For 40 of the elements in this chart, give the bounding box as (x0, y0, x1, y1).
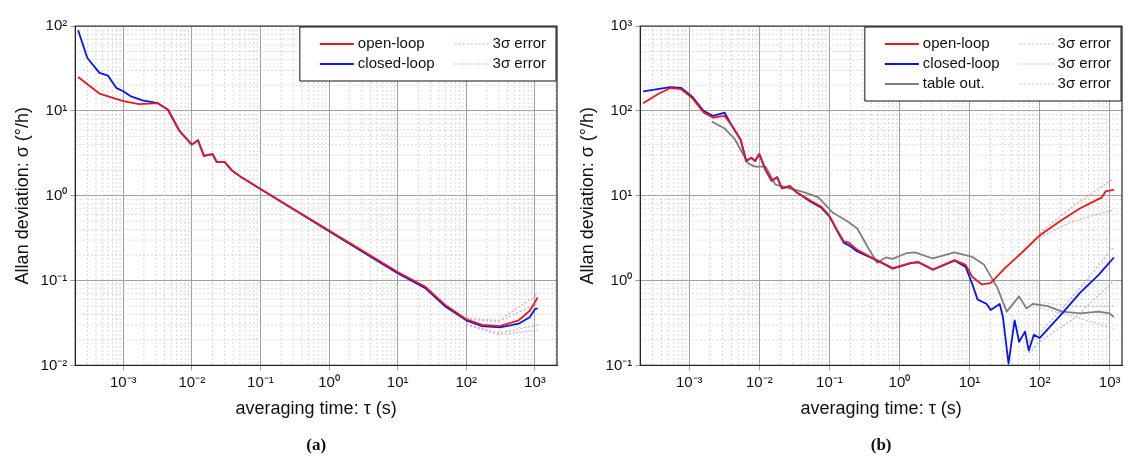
x-tick-label: 10⁻³ (675, 372, 703, 390)
legend-label: 3σ error (492, 34, 546, 52)
y-tick-label: 10² (45, 16, 68, 34)
legend-label: 3σ error (492, 54, 546, 72)
legend-label: closed-loop (922, 54, 1000, 72)
y-tick-label: 10⁻¹ (40, 270, 68, 288)
y-tick-label: 10⁰ (610, 270, 633, 288)
x-tick-label: 10⁻¹ (816, 372, 843, 390)
x-tick-label: 10³ (524, 372, 546, 390)
legend-label: open-loop (922, 34, 990, 52)
x-tick-label: 10⁻² (178, 372, 206, 390)
x-tick-label: 10⁰ (888, 372, 911, 390)
legend-label: open-loop (357, 34, 425, 52)
legend-label: closed-loop (357, 54, 435, 72)
x-tick-label: 10⁻¹ (247, 372, 274, 390)
legend-label: 3σ error (1057, 34, 1111, 52)
legend-label: 3σ error (1057, 74, 1111, 92)
y-axis-title: Allan deviation: σ (°/h) (576, 107, 597, 285)
x-tick-label: 10⁻² (745, 372, 773, 390)
y-tick-label: 10¹ (610, 185, 633, 203)
x-tick-label: 10¹ (958, 372, 981, 390)
legend-label: 3σ error (1057, 54, 1111, 72)
x-tick-label: 10² (1028, 372, 1051, 390)
x-tick-label: 10⁻³ (109, 372, 137, 390)
x-tick-label: 10² (455, 372, 478, 390)
x-tick-label: 10³ (1098, 372, 1121, 390)
y-tick-label: 10³ (610, 16, 633, 34)
legend-label: table out. (922, 74, 985, 92)
x-tick-label: 10⁰ (318, 372, 340, 390)
y-tick-label: 10¹ (45, 100, 68, 118)
y-axis-title: Allan deviation: σ (°/h) (11, 107, 32, 285)
text: (b) (870, 435, 892, 454)
x-axis-title: averaging time: τ (s) (235, 398, 397, 419)
y-tick-label: 10⁻¹ (605, 355, 633, 373)
y-tick-label: 10² (610, 100, 633, 118)
x-axis-title: averaging time: τ (s) (800, 398, 962, 419)
x-tick-label: 10¹ (386, 372, 409, 390)
y-tick-label: 10⁰ (45, 185, 68, 203)
y-tick-label: 10⁻² (40, 355, 68, 373)
text: (a) (306, 435, 327, 454)
